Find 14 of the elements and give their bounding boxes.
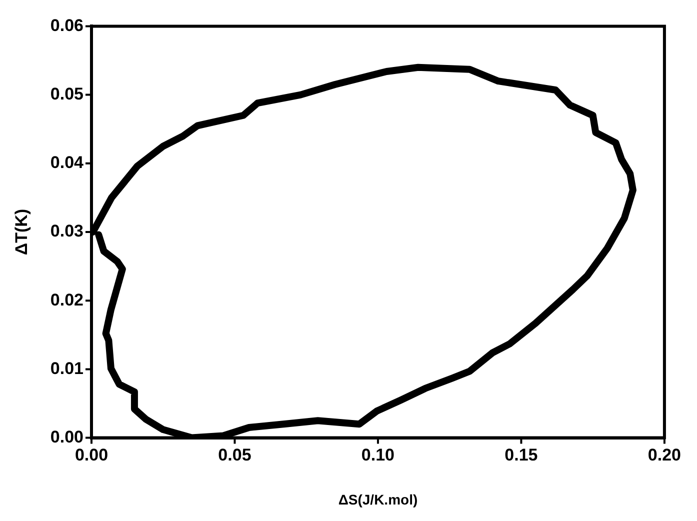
y-tick-label: 0.04 <box>50 153 84 172</box>
x-tick-label: 0.10 <box>361 446 395 465</box>
y-tick-label: 0.06 <box>50 16 84 35</box>
y-tick-label: 0.00 <box>50 427 84 446</box>
x-tick-label: 0.05 <box>218 446 252 465</box>
y-axis-title: ΔT(K) <box>12 208 31 256</box>
x-tick-label: 0.20 <box>648 446 682 465</box>
y-tick-label: 0.05 <box>50 84 84 104</box>
y-tick-label: 0.03 <box>50 222 84 241</box>
x-tick-label: 0.15 <box>504 446 538 465</box>
x-tick-label: 0.00 <box>74 446 108 465</box>
y-tick-label: 0.01 <box>50 358 84 378</box>
y-tick-label: 0.02 <box>50 290 84 310</box>
x-axis-title: ΔS(J/K.mol) <box>338 491 418 508</box>
